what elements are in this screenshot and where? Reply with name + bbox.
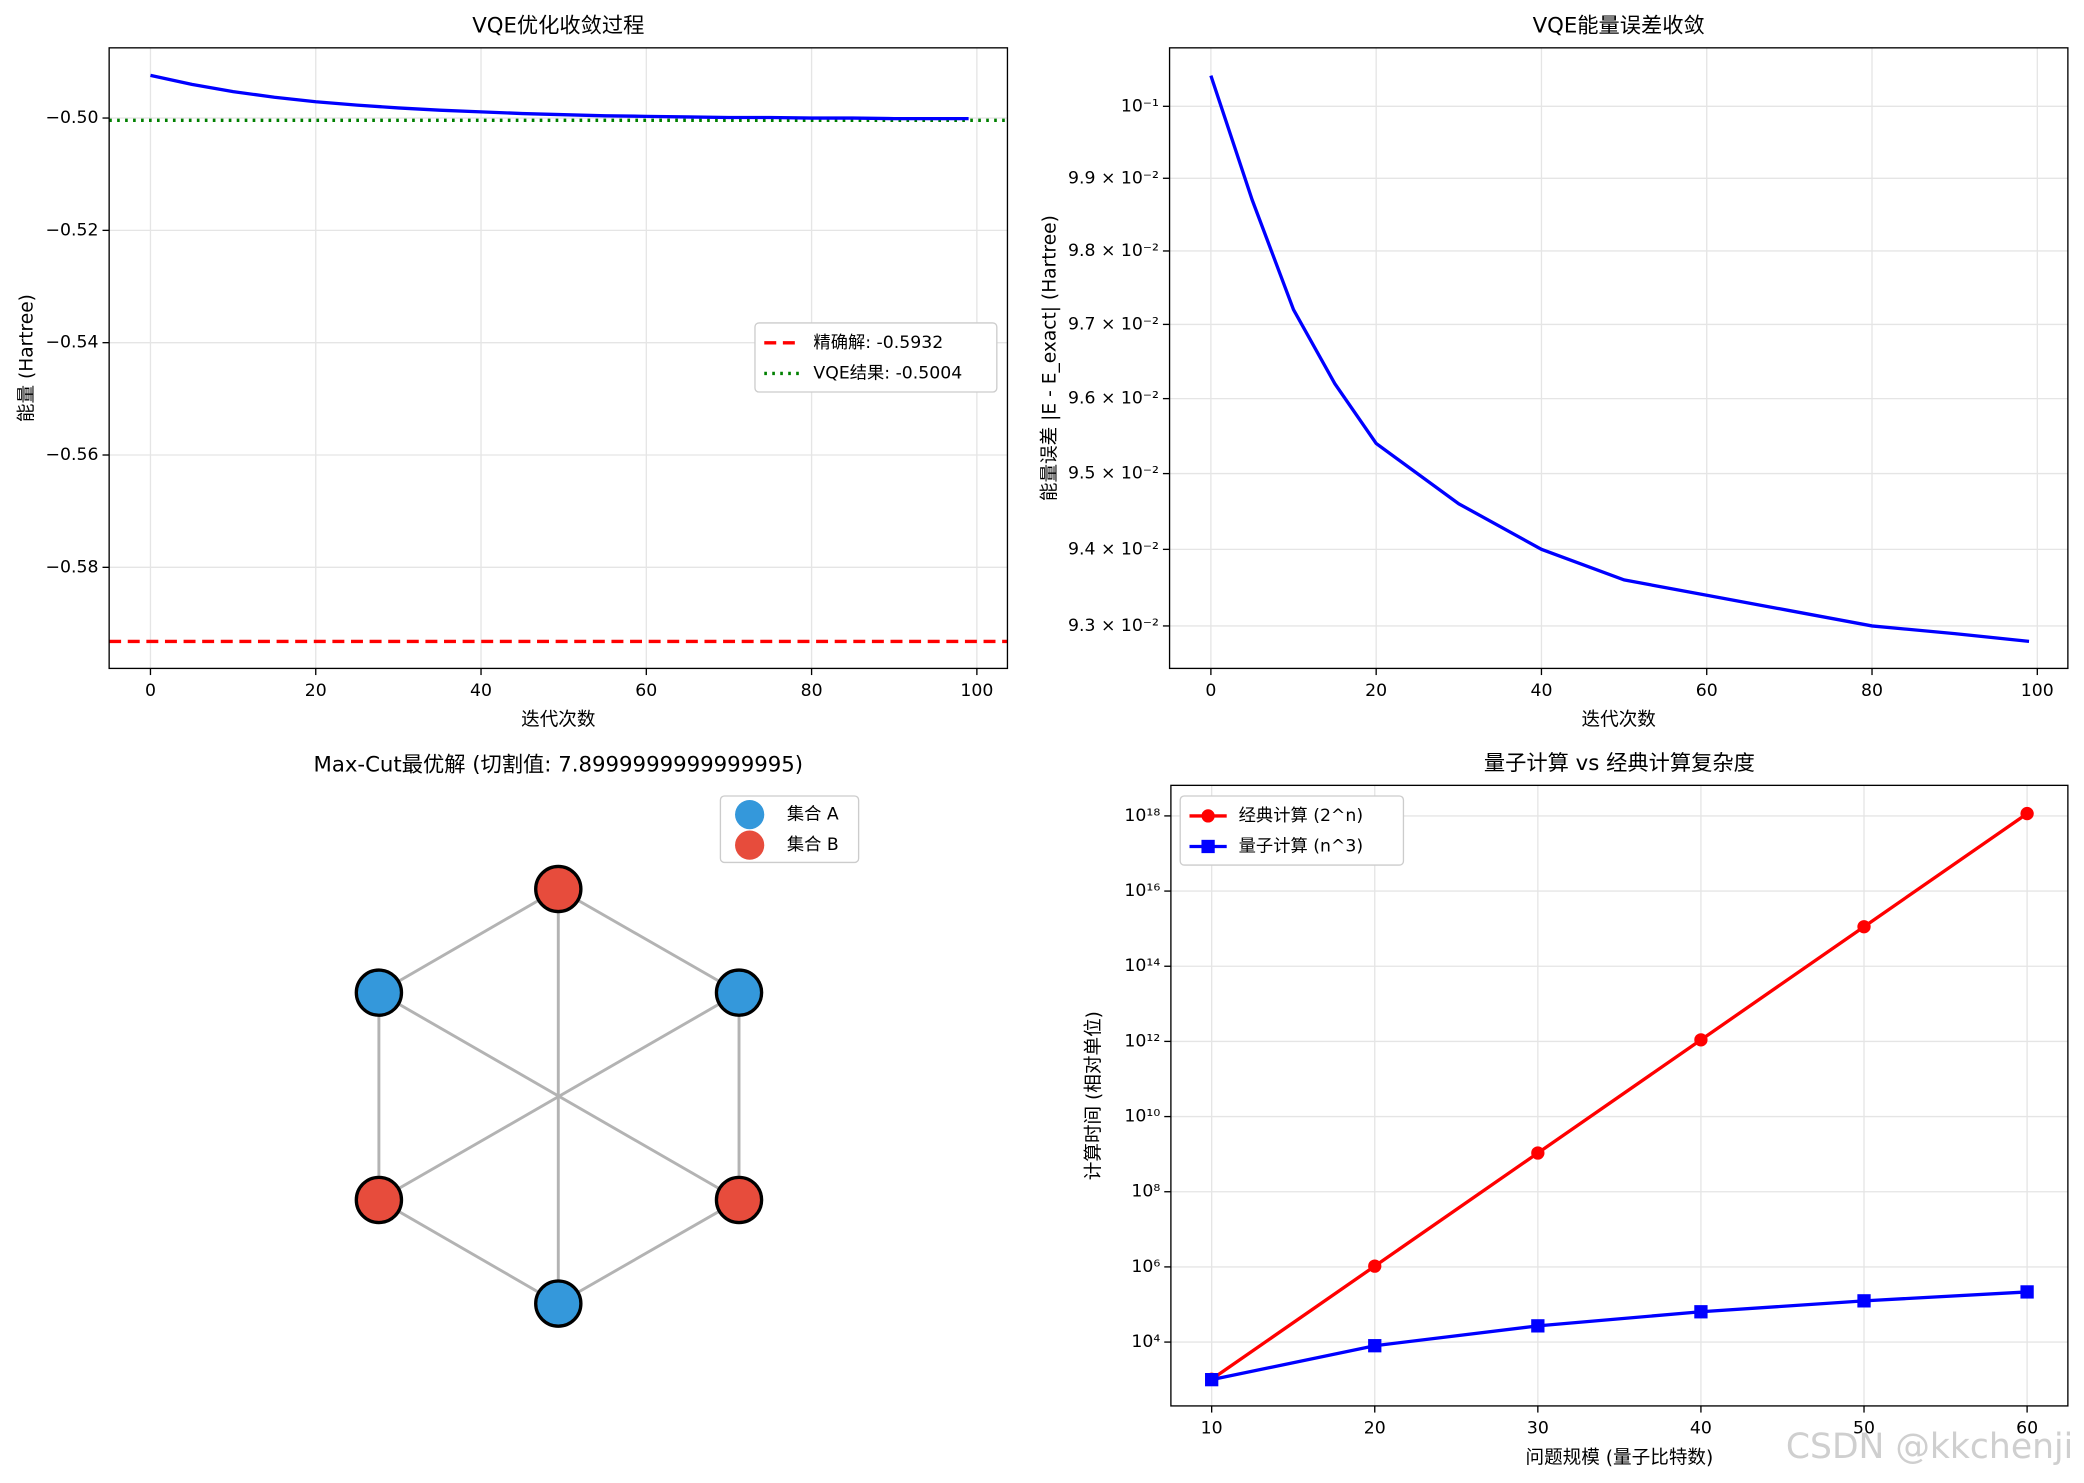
plot-area xyxy=(1169,47,2068,669)
legend-box xyxy=(754,322,998,393)
y-tick-label: 10⁸ xyxy=(1131,1182,1160,1202)
x-tick-label: 20 xyxy=(1364,1419,1386,1439)
marker xyxy=(1857,1294,1871,1308)
x-tick-label: 60 xyxy=(2016,1419,2038,1439)
x-tick-label: 20 xyxy=(1365,681,1387,701)
y-axis-label: 能量误差 |E - E_exact| (Hartree) xyxy=(1039,215,1060,501)
x-tick-label: 80 xyxy=(1861,681,1883,701)
legend-label: 精确解: -0.5932 xyxy=(813,333,943,353)
x-tick-label: 40 xyxy=(470,681,492,701)
x-tick-label: 100 xyxy=(2021,681,2054,701)
plot-frame xyxy=(1168,47,2069,670)
chart-title: 量子计算 vs 经典计算复杂度 xyxy=(1484,751,1755,776)
x-tick-label: 10 xyxy=(1201,1419,1223,1439)
legend-label: 经典计算 (2^n) xyxy=(1239,806,1363,826)
legend-label: 量子计算 (n^3) xyxy=(1239,836,1363,856)
chart-title: VQE能量误差收敛 xyxy=(1533,14,1705,39)
legend-label: 集合 A xyxy=(787,805,839,825)
node xyxy=(534,864,583,914)
y-tick-label: 9.4 × 10⁻² xyxy=(1068,539,1159,559)
y-tick-label: 9.9 × 10⁻² xyxy=(1068,168,1159,188)
edge xyxy=(378,887,560,994)
x-axis-label: 迭代次数 xyxy=(521,710,596,731)
marker xyxy=(2020,806,2034,821)
legend-marker xyxy=(1201,839,1215,854)
y-tick-label: 10¹⁰ xyxy=(1124,1107,1160,1127)
marker xyxy=(1531,1319,1545,1333)
x-tick-label: 100 xyxy=(960,681,993,701)
marker xyxy=(2020,1285,2034,1299)
y-tick-label: 10¹² xyxy=(1124,1031,1160,1051)
x-axis-label: 问题规模 (量子比特数) xyxy=(1526,1447,1714,1468)
series-line xyxy=(1210,812,2029,1381)
node xyxy=(714,968,764,1017)
y-tick-label: 10⁶ xyxy=(1131,1257,1160,1277)
y-tick-label: 10¹⁶ xyxy=(1124,881,1160,901)
marker xyxy=(1694,1305,1708,1319)
y-tick-label: 10⁴ xyxy=(1131,1332,1160,1352)
edge xyxy=(378,1198,560,1305)
node xyxy=(714,1175,764,1225)
x-tick-label: 0 xyxy=(1205,681,1216,701)
watermark: CSDN @kkchenji xyxy=(1786,1427,2073,1467)
series-line xyxy=(150,73,969,121)
x-tick-label: 40 xyxy=(1690,1419,1712,1439)
y-axis-label: 计算时间 (相对单位) xyxy=(1083,1011,1104,1180)
edge xyxy=(378,991,740,1202)
y-tick-label: −0.56 xyxy=(46,445,99,465)
y-tick-label: 10⁻¹ xyxy=(1121,96,1159,116)
x-tick-label: 60 xyxy=(1696,681,1718,701)
legend-marker xyxy=(735,799,765,830)
y-tick-label: 9.5 × 10⁻² xyxy=(1068,464,1159,484)
edge xyxy=(557,887,740,994)
y-tick-label: 9.7 × 10⁻² xyxy=(1068,314,1159,334)
y-tick-label: −0.50 xyxy=(46,108,99,128)
marker xyxy=(1205,1373,1219,1387)
series-line xyxy=(1209,75,2030,644)
x-tick-label: 20 xyxy=(305,681,327,701)
plot-frame xyxy=(108,47,1009,670)
y-tick-label: 10¹⁸ xyxy=(1124,806,1160,826)
chart-title: VQE优化收敛过程 xyxy=(472,14,644,39)
node xyxy=(354,1175,404,1225)
x-tick-label: 50 xyxy=(1853,1419,1875,1439)
chart-title: Max-Cut最优解 (切割值: 7.8999999999999995) xyxy=(314,752,804,777)
x-tick-label: 0 xyxy=(145,681,156,701)
y-tick-label: 9.6 × 10⁻² xyxy=(1068,389,1159,409)
y-tick-label: −0.58 xyxy=(46,557,99,577)
node xyxy=(354,968,404,1017)
marker xyxy=(1694,1033,1708,1047)
x-tick-label: 80 xyxy=(801,681,823,701)
legend-label: VQE结果: -0.5004 xyxy=(813,363,962,383)
marker xyxy=(1368,1259,1382,1273)
legend-label: 集合 B xyxy=(787,835,839,855)
edge xyxy=(557,1198,740,1305)
x-axis-label: 迭代次数 xyxy=(1582,710,1657,731)
y-tick-label: −0.54 xyxy=(46,333,99,353)
y-tick-label: 9.3 × 10⁻² xyxy=(1068,616,1159,636)
plot-frame xyxy=(1170,784,2069,1407)
series-line xyxy=(1211,1290,2028,1382)
legend-marker xyxy=(1201,809,1215,823)
marker xyxy=(1368,1339,1382,1353)
legend-marker xyxy=(735,830,765,860)
x-tick-label: 40 xyxy=(1530,681,1552,701)
y-tick-label: 9.8 × 10⁻² xyxy=(1068,241,1159,261)
node xyxy=(534,1279,583,1328)
x-tick-label: 60 xyxy=(635,681,657,701)
y-axis-label: 能量 (Hartree) xyxy=(16,294,37,422)
y-tick-label: −0.52 xyxy=(46,220,99,240)
y-tick-label: 10¹⁴ xyxy=(1124,956,1160,976)
x-tick-label: 30 xyxy=(1527,1419,1549,1439)
legend-box xyxy=(1179,795,1405,866)
marker xyxy=(1857,920,1871,934)
marker xyxy=(1531,1146,1545,1160)
